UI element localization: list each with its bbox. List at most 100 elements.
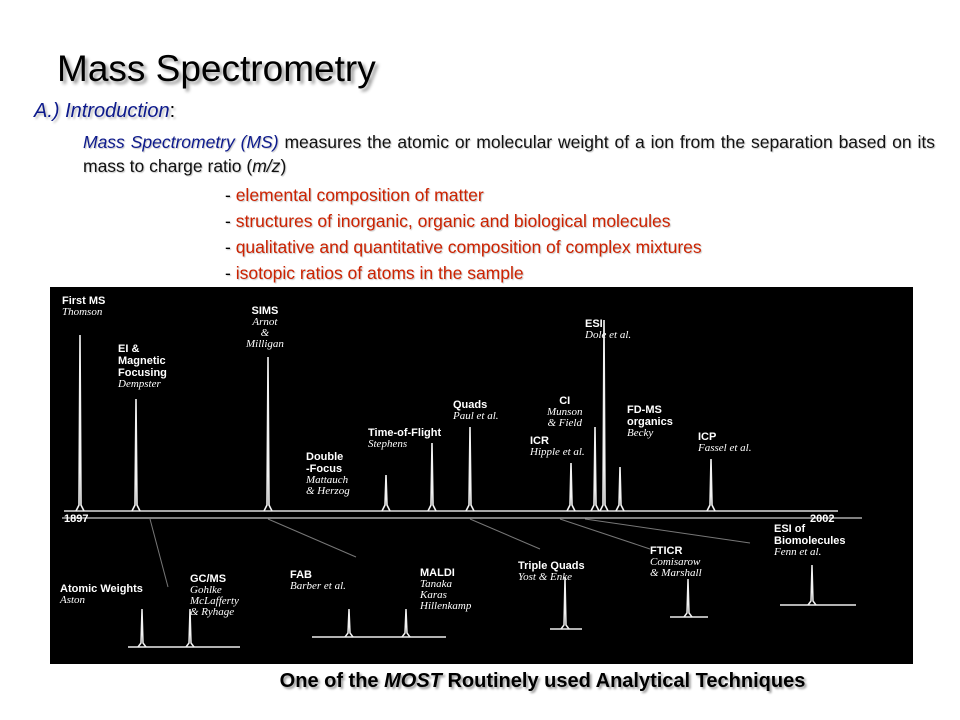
year-end-label: 2002	[810, 513, 835, 525]
footer-caption: One of the MOST Routinely used Analytica…	[0, 670, 960, 693]
timeline-event-label: ESI Dole et al.	[585, 318, 631, 341]
spectrum-peak	[706, 458, 716, 512]
timeline-event-label: ESI of Biomolecules Fenn et al.	[774, 523, 846, 558]
timeline-spectrum-graphic	[62, 319, 862, 648]
event-authors: Munson & Field	[547, 406, 583, 429]
mini-spectrum-peak	[807, 564, 817, 606]
spectrum-peak	[566, 462, 576, 512]
connector-line	[559, 518, 651, 550]
spectrum-peak	[599, 319, 609, 512]
mini-spectrum-peak	[560, 576, 570, 630]
event-authors: Yost & Enke	[518, 571, 572, 583]
bullet-dash: -	[225, 263, 236, 283]
footer-emphasis: MOST	[384, 670, 442, 692]
spectrum-peak	[615, 466, 625, 512]
slide-title: Mass Spectrometry	[57, 48, 376, 89]
spectrum-peak	[131, 398, 141, 512]
event-authors: Mattauch & Herzog	[306, 474, 350, 497]
event-authors: Paul et al.	[453, 410, 499, 422]
para-text-2: )	[280, 156, 287, 176]
year-start-label: 1897	[64, 513, 89, 525]
timeline-event-label: GC/MS Gohlke McLafferty & Ryhage	[190, 573, 239, 618]
bullet-dash: -	[225, 211, 236, 231]
event-authors: Gohlke McLafferty & Ryhage	[190, 584, 239, 618]
event-name: ICP	[698, 431, 717, 443]
spectrum-peak	[590, 426, 600, 512]
mini-spectrum-peak	[137, 608, 147, 648]
intro-heading-text: A.) Introduction	[34, 100, 170, 122]
mini-spectrum-peak	[401, 608, 411, 638]
mini-spectrum-peak	[185, 608, 195, 648]
timeline-event-label: FAB Barber et al.	[290, 569, 346, 592]
event-name: Time-of-Flight	[368, 427, 442, 439]
event-authors: Dole et al.	[585, 329, 632, 341]
ms-history-timeline-figure: 1897 2002 First MS Thomson EI & Magnetic Foc…	[50, 287, 913, 664]
ms-term: Mass Spectrometry (MS)	[83, 132, 279, 152]
event-name: Double -Focus	[306, 451, 344, 475]
event-authors: Hipple et al.	[530, 446, 585, 458]
list-item: - qualitative and quantitative compositi…	[225, 234, 702, 260]
timeline-event-label: Atomic Weights Aston	[60, 583, 143, 606]
connector-line	[267, 518, 357, 558]
timeline-event-label: Quads Paul et al.	[453, 399, 499, 422]
mini-spectrum-peak	[344, 608, 354, 638]
list-item-text: elemental composition of matter	[235, 185, 484, 205]
list-item: - isotopic ratios of atoms in the sample	[225, 260, 702, 286]
para-text-1: measures the atomic or molecular weight …	[83, 132, 935, 176]
bullet-dash: -	[225, 185, 236, 205]
event-name: FTICR	[650, 545, 683, 557]
event-authors: Aston	[60, 594, 86, 606]
event-name: FD-MS organics	[627, 404, 673, 428]
footer-pre: One of the	[279, 670, 385, 692]
event-authors: Comisarow & Marshall	[650, 556, 702, 579]
timeline-event-label: ICP Fassel et al.	[698, 431, 751, 454]
connector-line	[469, 518, 541, 550]
bullet-dash: -	[225, 237, 236, 257]
event-name: ICR	[530, 435, 549, 447]
event-name: GC/MS	[190, 573, 227, 585]
timeline-event-label: MALDI Tanaka Karas Hillenkamp	[420, 567, 471, 612]
spectrum-peak	[263, 356, 273, 512]
event-name: SIMS	[251, 305, 279, 317]
event-authors: Tanaka Karas Hillenkamp	[420, 578, 472, 612]
event-name: ESI	[585, 318, 603, 330]
event-name: MALDI	[420, 567, 455, 579]
event-authors: Dempster	[118, 378, 161, 390]
timeline-event-label: SIMS Arnot & Milligan	[246, 305, 284, 350]
connector-line	[584, 518, 751, 544]
event-authors: Barber et al.	[290, 580, 346, 592]
spectrum-peak	[465, 426, 475, 512]
event-authors: Fenn et al.	[774, 546, 822, 558]
event-authors: Thomson	[62, 306, 103, 318]
event-name: ESI of Biomolecules	[774, 523, 846, 547]
event-name: First MS	[62, 295, 106, 307]
list-item: - elemental composition of matter	[225, 182, 702, 208]
timeline-event-label: FTICR Comisarow & Marshall	[650, 545, 702, 579]
event-name: FAB	[290, 569, 312, 581]
event-authors: Becky	[627, 427, 654, 439]
timeline-event-label: EI & Magnetic Focusing Dempster	[118, 343, 167, 390]
mz-term: m/z	[252, 156, 281, 176]
list-item: - structures of inorganic, organic and b…	[225, 208, 702, 234]
timeline-event-label: Triple Quads Yost & Enke	[518, 560, 585, 583]
connector-line	[149, 518, 169, 588]
timeline-event-label: Time-of-Flight Stephens	[368, 427, 441, 450]
list-item-text: isotopic ratios of atoms in the sample	[235, 263, 524, 283]
application-list: - elemental composition of matter - stru…	[225, 182, 702, 286]
event-authors: Fassel et al.	[698, 442, 752, 454]
event-name: Quads	[453, 399, 488, 411]
mini-spectrum-peak	[683, 578, 693, 618]
intro-heading-colon: :	[169, 100, 176, 122]
list-item-text: structures of inorganic, organic and bio…	[235, 211, 671, 231]
timeline-event-label: Double -Focus Mattauch & Herzog	[306, 451, 350, 497]
event-name: EI & Magnetic Focusing	[118, 343, 167, 379]
list-item-text: qualitative and quantitative composition…	[235, 237, 702, 257]
event-name: CI	[559, 395, 571, 407]
spectrum-peak	[427, 442, 437, 512]
intro-paragraph: Mass Spectrometry (MS) measures the atom…	[83, 130, 935, 178]
event-name: Triple Quads	[518, 560, 585, 572]
event-name: Atomic Weights	[60, 583, 143, 595]
spectrum-peak	[381, 474, 391, 512]
timeline-event-label: CI Munson & Field	[547, 395, 582, 429]
intro-heading: A.) Introduction:	[34, 100, 175, 123]
